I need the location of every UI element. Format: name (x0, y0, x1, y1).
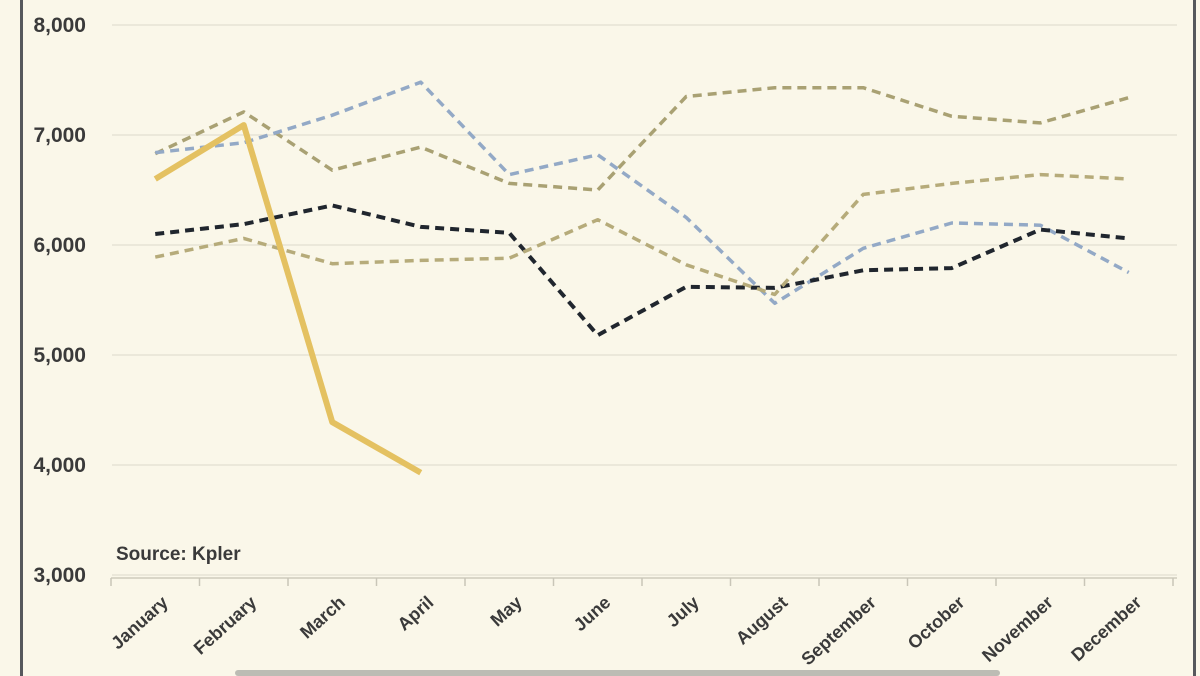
series-black-dashed (155, 203, 1129, 338)
y-label-6000: 6,000 (33, 234, 86, 257)
x-label-june: June (570, 592, 615, 635)
series-gold-solid (153, 122, 423, 476)
x-label-january: January (107, 592, 172, 653)
series-tan-dashed-lower (154, 172, 1129, 297)
x-label-july: July (663, 592, 703, 631)
x-label-december: December (1067, 592, 1145, 665)
x-label-october: October (904, 592, 969, 653)
x-label-february: February (190, 592, 261, 658)
x-label-august: August (732, 592, 791, 648)
x-label-march: March (296, 592, 349, 642)
x-label-september: September (797, 592, 880, 669)
y-label-4000: 4,000 (33, 454, 86, 477)
y-label-7000: 7,000 (33, 124, 86, 147)
right-frame-border (1193, 0, 1196, 676)
series-tan-dashed-upper (154, 85, 1130, 192)
x-label-april: April (394, 592, 438, 634)
y-label-8000: 8,000 (33, 14, 86, 37)
y-label-5000: 5,000 (33, 344, 86, 367)
series-blue-dashed (155, 80, 1130, 306)
bottom-gray-bar (235, 670, 1000, 676)
y-label-3000: 3,000 (33, 564, 86, 587)
x-label-may: May (487, 592, 526, 630)
x-label-november: November (978, 592, 1057, 666)
left-frame-border (20, 0, 23, 676)
source-note: Source: Kpler (116, 544, 241, 565)
